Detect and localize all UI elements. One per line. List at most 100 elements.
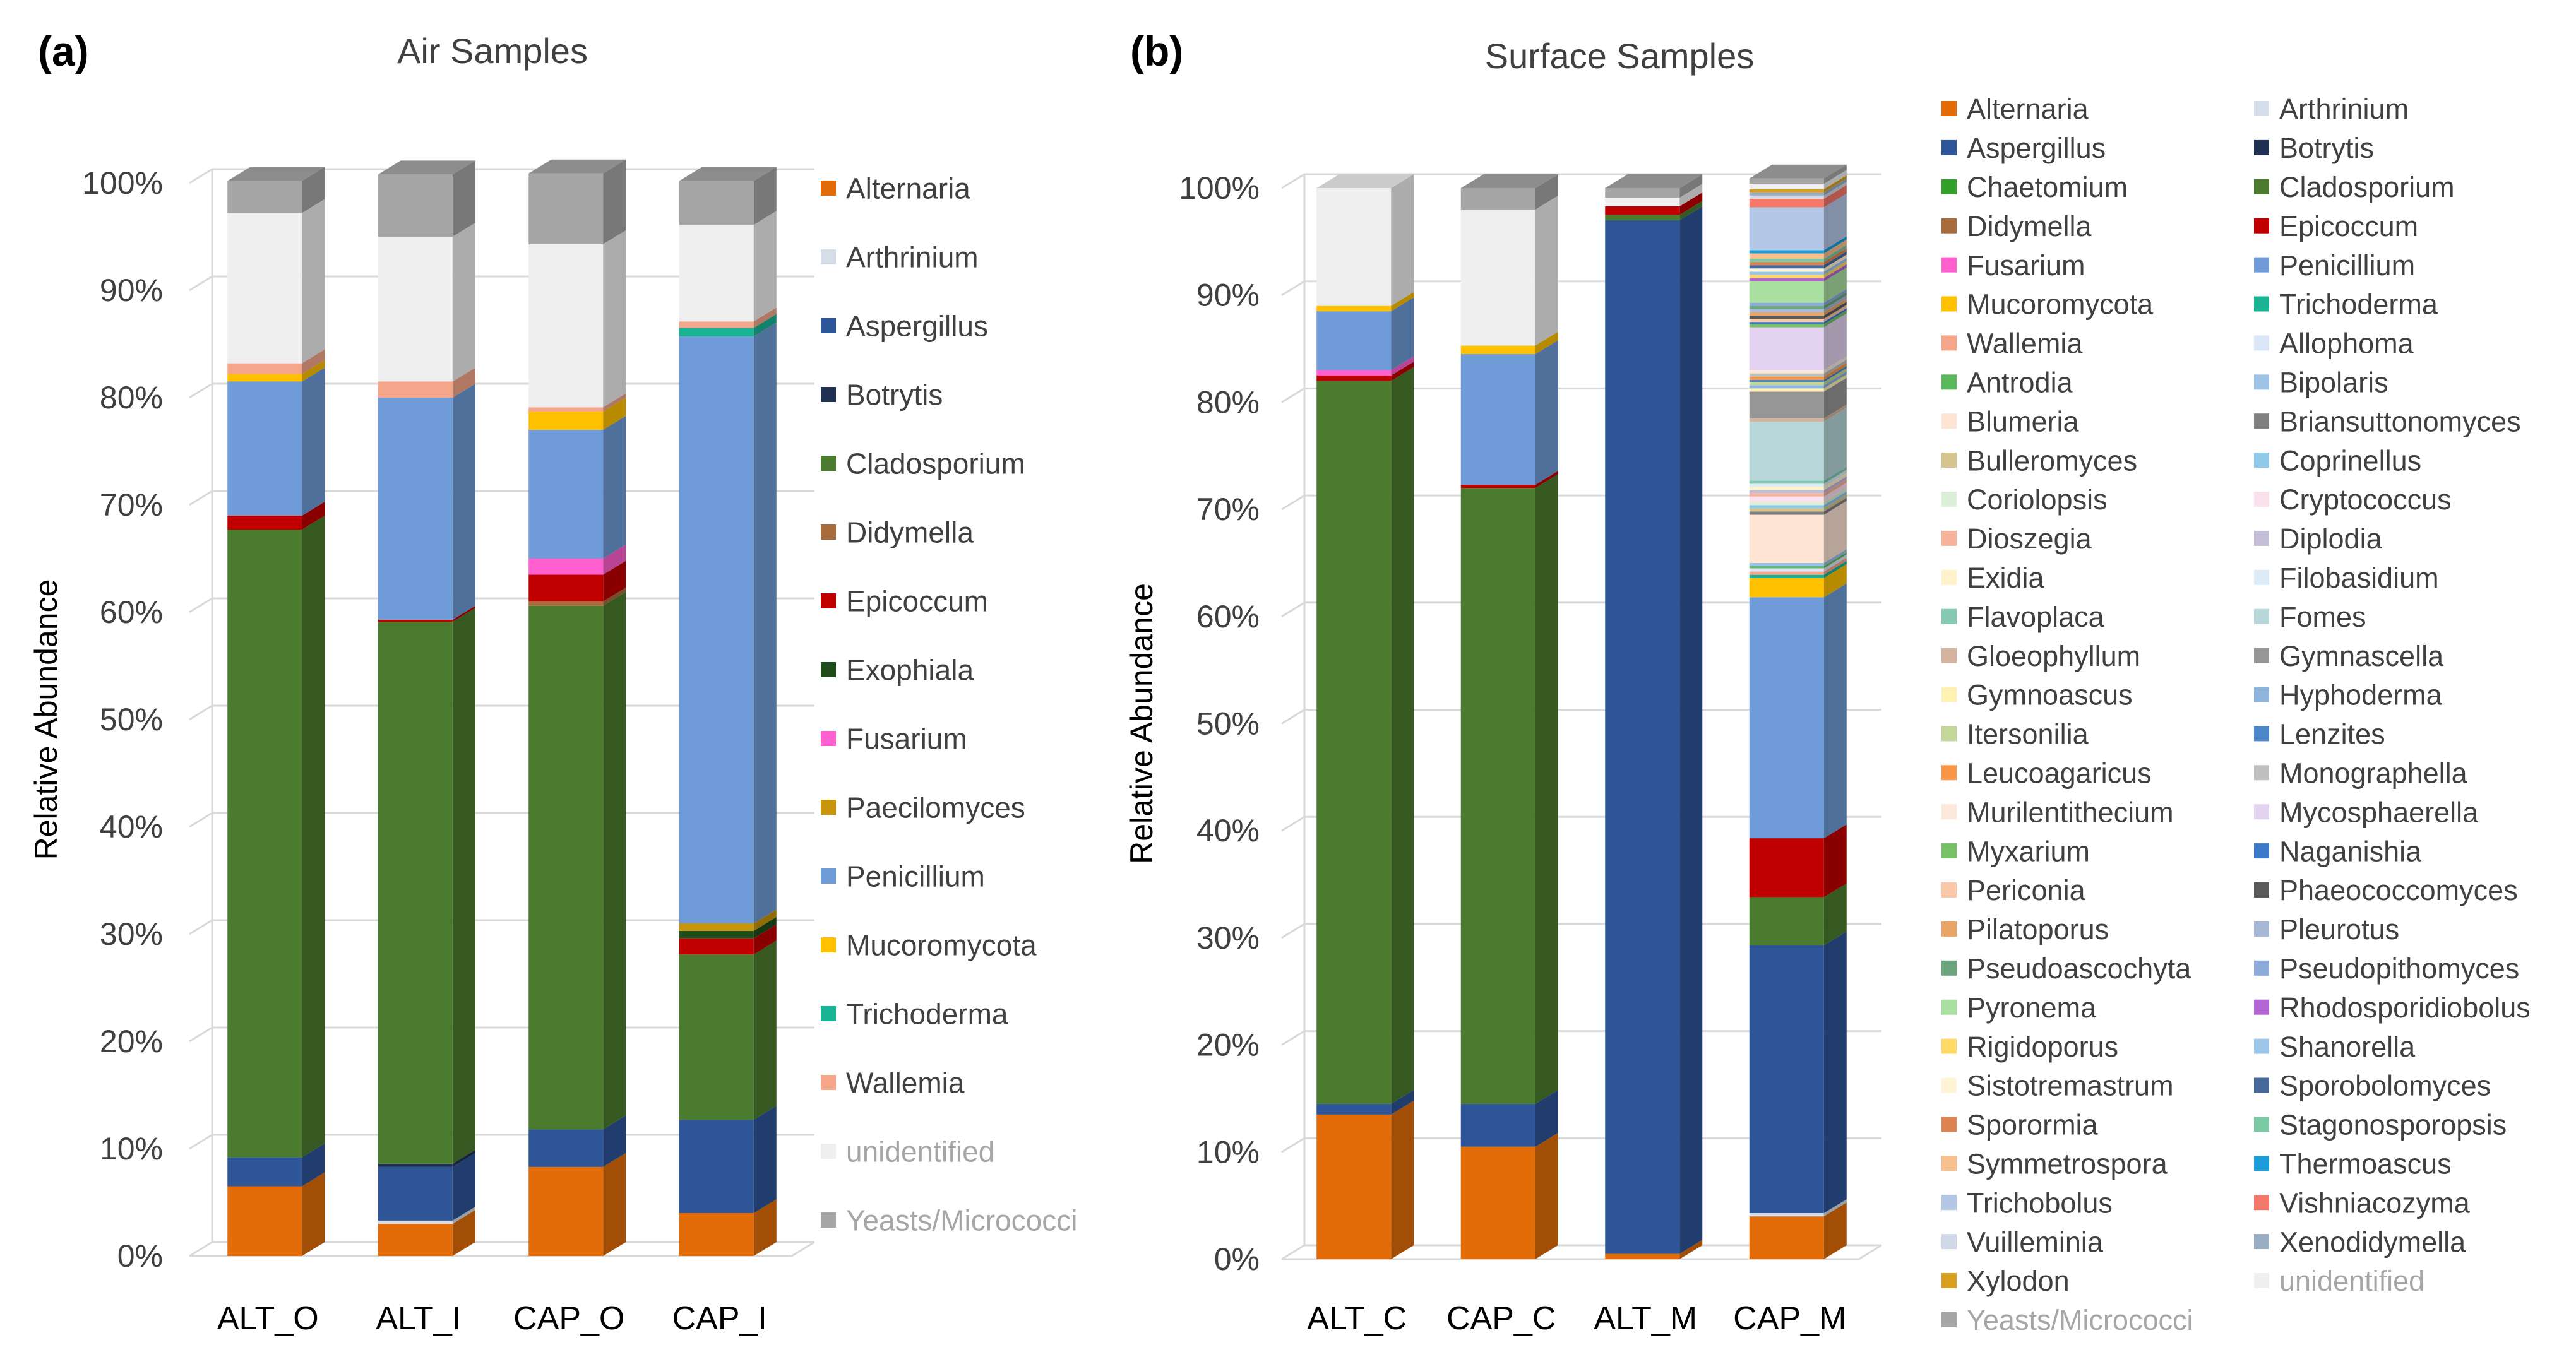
legend-label: Botrytis: [846, 379, 943, 412]
bar-segment-epicoccum-side: [1535, 471, 1558, 489]
y-tick-label: 50%: [1196, 706, 1260, 742]
bar-segment-alternaria-side: [1679, 1240, 1703, 1259]
bar-segment-penicillium: [227, 381, 302, 516]
bar-segment-wallemia-side: [603, 393, 626, 412]
legend-item: Xylodon: [1941, 1265, 2070, 1297]
bar-segment-diplodia-side: [1823, 476, 1847, 494]
legend-item: Pyronema: [1941, 992, 2097, 1024]
legend-swatch: [1941, 687, 1957, 702]
bar-top-face: [1749, 164, 1847, 179]
legend-swatch: [1941, 648, 1957, 663]
legend-label: Murilentithecium: [1967, 796, 2174, 828]
bar-segment-aspergillus: [1316, 1103, 1392, 1115]
legend-swatch: [2254, 921, 2269, 937]
legend-label: Monographella: [2279, 757, 2468, 790]
bar-segment-filobasidium-side: [1823, 470, 1847, 487]
legend-item: Cryptococcus: [2254, 483, 2452, 516]
bar-segment-pilatoporus: [1749, 312, 1824, 316]
y-tick-label: 100%: [82, 165, 163, 201]
legend-label: Yeasts/Micrococci: [846, 1204, 1077, 1237]
legend-swatch: [1941, 1156, 1957, 1171]
bar-segment-xylodon-side: [1823, 175, 1847, 193]
bar-segment-gymnascella: [1749, 391, 1824, 418]
legend-swatch: [1941, 608, 1957, 624]
bar-segment-aspergillus: [1460, 1103, 1535, 1147]
legend-label: Diplodia: [2279, 523, 2383, 555]
bar-segment-allophoma: [1749, 568, 1824, 572]
legend-swatch: [1941, 882, 1957, 898]
legend-swatch: [821, 249, 836, 264]
legend-item: Paecilomyces: [821, 791, 1025, 824]
x-tick-label: CAP_O: [513, 1300, 624, 1337]
bar-segment-stagonosporopsis: [1749, 259, 1824, 263]
legend-label: Antrodia: [1967, 367, 2073, 399]
bar-segment-sistotremastrum-side: [1823, 254, 1847, 272]
legend-item: Allophoma: [2254, 328, 2414, 360]
legend-swatch: [2254, 882, 2269, 898]
bar-segment-cladosporium: [1605, 215, 1680, 220]
legend-swatch: [1941, 530, 1957, 546]
bar-segment-wallemia-side: [452, 367, 475, 398]
legend-label: Arthrinium: [846, 241, 979, 274]
bar-segment-yeasts-micrococci: [227, 181, 302, 213]
bar-segment-unidentified-side: [1823, 170, 1847, 189]
bar-segment-antrodia: [1749, 566, 1824, 569]
bar-alt-m: [1605, 174, 1703, 1259]
legend-item: Phaeococcomyces: [2254, 874, 2518, 906]
bar-segment-thermoascus: [1749, 250, 1824, 254]
legend-swatch: [821, 318, 836, 333]
legend-label: Stagonosporopsis: [2279, 1109, 2507, 1141]
legend-item: Pseudopithomyces: [2254, 952, 2519, 985]
legend-swatch: [1941, 960, 1957, 976]
legend-item: Murilentithecium: [1941, 796, 2174, 828]
bar-segment-xenodidymella: [1749, 192, 1824, 196]
legend-swatch: [821, 731, 836, 746]
legend-item: Sporobolomyces: [2254, 1070, 2491, 1102]
bar-segment-itersonilia-side: [1823, 368, 1847, 386]
bar-segment-epicoccum-side: [452, 605, 475, 622]
y-tick-label: 70%: [1196, 492, 1260, 527]
legend-label: Sporobolomyces: [2279, 1070, 2491, 1102]
bar-segment-didymella: [528, 601, 604, 606]
legend-item: Fusarium: [821, 723, 967, 756]
bar-segment-rhodosporidiobolus: [1749, 278, 1824, 281]
legend-swatch: [1941, 179, 1957, 194]
bar-segment-unidentified: [528, 244, 604, 408]
legend-label: Pilatoporus: [1967, 913, 2109, 945]
x-tick-label: ALT_I: [376, 1300, 461, 1337]
legend-swatch: [2254, 999, 2269, 1015]
bar-segment-alternaria-side: [603, 1153, 626, 1256]
legend-swatch: [2254, 648, 2269, 663]
legend-label: Vuilleminia: [1967, 1226, 2104, 1258]
bar-segment-cladosporium: [679, 954, 754, 1120]
legend-swatch: [1941, 1234, 1957, 1250]
bar-segment-fusarium: [528, 559, 604, 575]
legend-label: Fusarium: [846, 723, 967, 756]
bar-segment-bulleromyces: [1749, 508, 1824, 512]
legend-item: Trichoderma: [2254, 288, 2438, 321]
legend-label: Itersonilia: [1967, 718, 2089, 750]
legend-swatch: [1941, 999, 1957, 1015]
bar-segment-symmetrospora-side: [1823, 239, 1847, 259]
bar-segment-mucoromycota-side: [302, 360, 325, 382]
bar-segment-pilatoporus-side: [1823, 298, 1847, 316]
legend-label: Coprinellus: [2279, 444, 2421, 477]
legend-label: Bulleromyces: [1967, 444, 2137, 477]
legend-item: Sistotremastrum: [1941, 1070, 2174, 1102]
legend-item: Myxarium: [1941, 835, 2090, 867]
legend-label: Shanorella: [2279, 1031, 2416, 1063]
chart-title: Surface Samples: [1485, 36, 1754, 76]
legend-item: Antrodia: [1941, 367, 2073, 399]
bar-segment-penicillium: [378, 398, 453, 620]
bar-segment-pseudoascochyta: [1749, 305, 1824, 309]
legend-label: Leucoagaricus: [1967, 757, 2152, 790]
legend-swatch: [821, 1144, 836, 1159]
legend-swatch: [2254, 1077, 2269, 1093]
legend-label: Flavoplaca: [1967, 601, 2105, 633]
legend-swatch: [821, 1212, 836, 1228]
bar-segment-epicoccum: [1316, 375, 1392, 381]
legend-label: Sistotremastrum: [1967, 1070, 2174, 1102]
legend-label: Cladosporium: [2279, 171, 2455, 203]
bar-segment-aspergillus: [528, 1129, 604, 1167]
legend-label: unidentified: [2279, 1265, 2424, 1297]
